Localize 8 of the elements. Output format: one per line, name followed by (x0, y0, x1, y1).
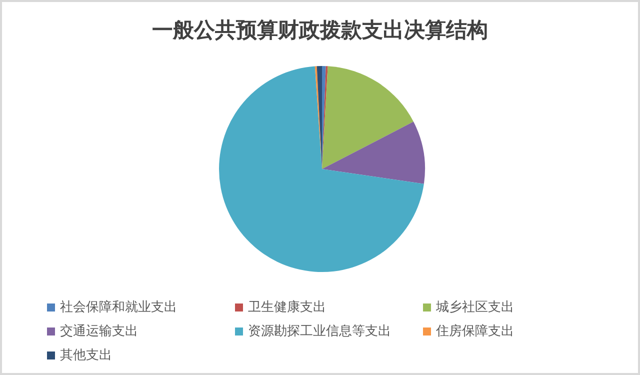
legend-label: 社会保障和就业支出 (60, 300, 177, 315)
legend-label: 交通运输支出 (60, 323, 138, 339)
legend-label: 资源勘探工业信息等支出 (248, 324, 391, 339)
legend-label: 卫生健康支出 (248, 300, 326, 315)
legend-label: 住房保障支出 (435, 323, 514, 339)
legend-label: 其他支出 (60, 348, 112, 363)
chart-title: 一般公共预算财政拨款支出决算结构 (152, 17, 488, 42)
legend-label: 城乡社区支出 (435, 300, 514, 315)
